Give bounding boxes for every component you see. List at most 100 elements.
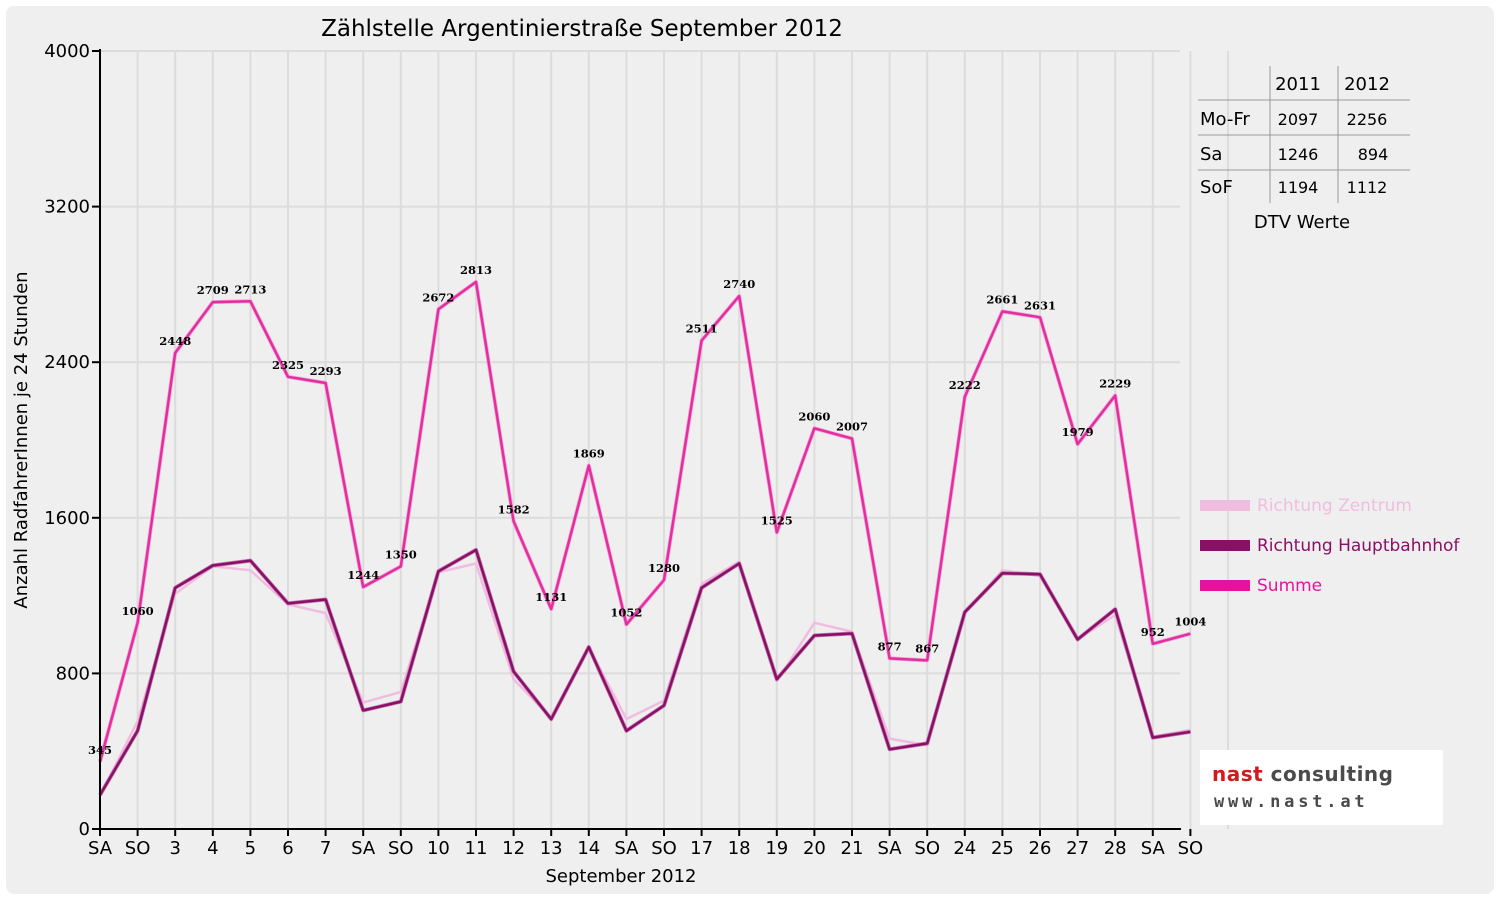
x-tick-label: 24 — [953, 838, 976, 859]
x-tick-label: SO — [1178, 838, 1204, 859]
dtv-cell: 1194 — [1278, 178, 1319, 197]
x-tick-label: SA — [1141, 838, 1166, 859]
data-label: 1052 — [610, 605, 642, 619]
dtv-row-label: SoF — [1200, 177, 1233, 198]
data-label: 1869 — [573, 446, 605, 460]
x-tick-label: 17 — [690, 838, 713, 859]
dtv-header-2012: 2012 — [1344, 74, 1390, 95]
data-label: 2222 — [949, 378, 981, 392]
dtv-cell: 894 — [1358, 145, 1389, 164]
legend: Richtung Zentrum Richtung Hauptbahnhof S… — [1200, 496, 1460, 596]
data-label: 867 — [915, 641, 939, 655]
data-label: 1060 — [122, 604, 154, 618]
dtv-caption: DTV Werte — [1254, 212, 1350, 233]
dtv-cell: 1112 — [1347, 178, 1388, 197]
x-tick-label: 10 — [427, 838, 450, 859]
data-label: 1004 — [1174, 615, 1206, 629]
data-label: 2740 — [723, 277, 755, 291]
dtv-table: 2011 2012 Mo-Fr 2097 2256 Sa 1246 894 So… — [1198, 66, 1410, 233]
data-label: 952 — [1141, 625, 1165, 639]
data-label: 2813 — [460, 263, 492, 277]
x-tick-label: SA — [351, 838, 376, 859]
x-tick-label: SA — [88, 838, 113, 859]
dtv-row-label: Mo-Fr — [1200, 109, 1250, 130]
x-tick-label: 25 — [991, 838, 1014, 859]
series-line-zentrum — [98, 560, 1191, 797]
x-tick-label: 6 — [282, 838, 293, 859]
logo-url: www.nast.at — [1214, 792, 1369, 812]
x-tick-label: 20 — [803, 838, 826, 859]
x-tick-label: SA — [878, 838, 903, 859]
legend-label-summe: Summe — [1257, 576, 1322, 596]
data-label: 2448 — [159, 334, 191, 348]
logo-name-part2: consulting — [1270, 762, 1394, 786]
grid-lines — [100, 50, 1229, 829]
data-label: 2007 — [836, 420, 868, 434]
dtv-cell: 2097 — [1278, 110, 1319, 129]
y-tick-label: 3200 — [44, 197, 90, 218]
x-tick-label: SO — [914, 838, 940, 859]
y-axis-title: Anzahl RadfahrerInnen je 24 Stunden — [11, 271, 32, 608]
legend-label-zentrum: Richtung Zentrum — [1257, 496, 1412, 516]
data-label: 1979 — [1062, 425, 1094, 439]
x-tick-label: 27 — [1066, 838, 1089, 859]
data-label: 1525 — [761, 513, 793, 527]
dtv-cell: 1246 — [1278, 145, 1319, 164]
x-tick-label: SO — [651, 838, 677, 859]
logo-name: nast consulting — [1212, 762, 1393, 786]
data-label: 1350 — [385, 547, 417, 561]
data-label: 2511 — [686, 322, 718, 336]
data-label: 1244 — [347, 568, 379, 582]
x-tick-label: 18 — [728, 838, 751, 859]
data-label: 2713 — [234, 282, 266, 296]
data-label: 1280 — [648, 561, 680, 575]
x-tick-label: 19 — [765, 838, 788, 859]
axes — [92, 49, 1192, 836]
legend-swatch-summe — [1200, 580, 1250, 591]
x-tick-label: 13 — [540, 838, 563, 859]
x-tick-label: 12 — [502, 838, 525, 859]
y-tick-label: 4000 — [44, 41, 90, 62]
x-axis-title: September 2012 — [545, 866, 696, 887]
data-label: 2229 — [1099, 376, 1131, 390]
data-label: 1582 — [498, 502, 530, 516]
data-labels: 345 1060 2448 2709 2713 2325 2293 1244 1350 2672 2… — [88, 263, 1206, 757]
series-line-summe-halo — [98, 279, 1191, 763]
x-tick-labels: SA SO 3 4 5 6 7 SA SO 10 11 12 13 14 SA SO 17 18 19 20 21 SA S… — [88, 838, 1203, 859]
data-label: 2293 — [310, 364, 342, 378]
x-tick-label: SO — [125, 838, 151, 859]
legend-swatch-hauptbahnhof — [1200, 540, 1250, 551]
dtv-header-2011: 2011 — [1275, 74, 1321, 95]
data-label: 2672 — [422, 290, 454, 304]
legend-label-hauptbahnhof: Richtung Hauptbahnhof — [1257, 536, 1460, 556]
x-tick-label: SA — [614, 838, 639, 859]
data-label: 877 — [878, 639, 902, 653]
x-tick-label: 4 — [207, 838, 218, 859]
y-tick-label: 1600 — [44, 508, 90, 529]
y-tick-labels: 0 800 1600 2400 3200 4000 — [44, 41, 90, 840]
logo-name-part1: nast — [1212, 762, 1264, 786]
x-tick-label: 26 — [1029, 838, 1052, 859]
dtv-cell: 2256 — [1347, 110, 1388, 129]
x-tick-label: 14 — [577, 838, 600, 859]
series-lines — [98, 279, 1191, 797]
series-line-hauptbahnhof — [98, 548, 1191, 796]
chart-title: Zählstelle Argentinierstraße September 2… — [321, 16, 843, 42]
x-tick-label: 5 — [245, 838, 256, 859]
data-label: 345 — [88, 743, 112, 757]
data-label: 2060 — [798, 409, 830, 423]
x-tick-label: 21 — [841, 838, 864, 859]
nast-consulting-logo: nast consulting www.nast.at — [1200, 750, 1443, 825]
data-label: 2661 — [986, 292, 1018, 306]
dtv-row-label: Sa — [1200, 144, 1222, 165]
legend-swatch-zentrum — [1200, 500, 1250, 511]
x-tick-label: 28 — [1104, 838, 1127, 859]
data-label: 1131 — [535, 590, 567, 604]
data-label: 2709 — [197, 283, 229, 297]
chart-background — [6, 6, 1494, 894]
y-tick-label: 800 — [56, 663, 90, 684]
x-tick-label: 3 — [169, 838, 180, 859]
data-label: 2631 — [1024, 298, 1056, 312]
x-tick-label: SO — [388, 838, 414, 859]
